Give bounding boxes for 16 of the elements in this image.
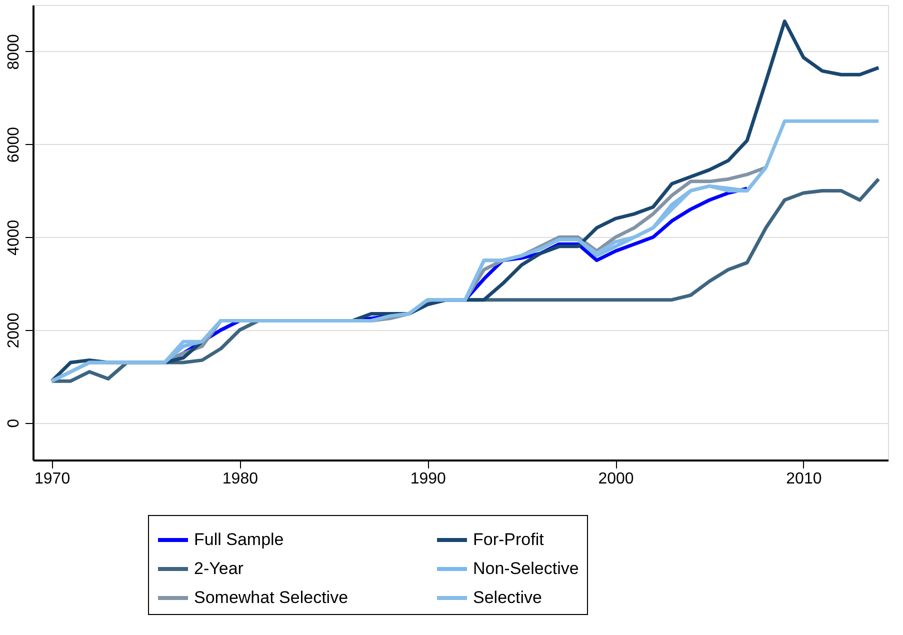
x-tick-label: 1970 (34, 470, 70, 488)
legend-label: For-Profit (473, 530, 544, 549)
y-tick-label: 8000 (6, 34, 22, 70)
y-tick-label: 4000 (6, 220, 22, 256)
legend-label: Full Sample (194, 530, 284, 549)
y-tick-label: 6000 (6, 126, 22, 163)
y-tick-label: 2000 (6, 312, 22, 348)
y-tick-label: 0 (6, 418, 22, 428)
legend-label: Somewhat Selective (194, 588, 348, 607)
x-tick-label: 2010 (786, 470, 822, 488)
x-tick-label: 2000 (598, 470, 634, 488)
legend-label: Selective (473, 588, 542, 607)
x-tick-label: 1980 (222, 470, 258, 488)
legend-label: 2-Year (194, 559, 244, 578)
legend-label: Non-Selective (473, 559, 579, 578)
x-tick-label: 1990 (410, 470, 446, 488)
